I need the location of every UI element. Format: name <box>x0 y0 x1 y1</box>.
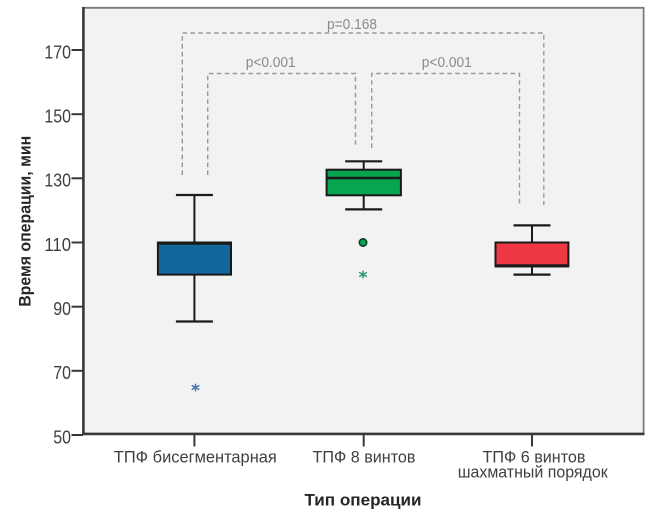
svg-text:p<0.001: p<0.001 <box>246 55 296 71</box>
svg-text:150: 150 <box>44 106 71 127</box>
svg-text:ТПФ 8 винтов: ТПФ 8 винтов <box>313 447 416 466</box>
svg-text:130: 130 <box>44 170 71 191</box>
svg-text:ТПФ бисегментарная: ТПФ бисегментарная <box>114 447 277 466</box>
svg-text:шахматный порядок: шахматный порядок <box>458 463 609 482</box>
svg-text:110: 110 <box>44 234 71 255</box>
svg-text:Время операции, мин: Время операции, мин <box>16 136 35 307</box>
svg-text:p=0.168: p=0.168 <box>327 17 377 33</box>
svg-text:70: 70 <box>53 362 71 383</box>
svg-text:170: 170 <box>44 41 71 62</box>
svg-text:ТПФ 6 винтов: ТПФ 6 винтов <box>483 447 586 466</box>
svg-text:p<0.001: p<0.001 <box>422 55 472 71</box>
svg-text:90: 90 <box>53 298 71 319</box>
svg-text:Тип операции: Тип операции <box>305 491 422 510</box>
svg-text:50: 50 <box>53 426 71 447</box>
